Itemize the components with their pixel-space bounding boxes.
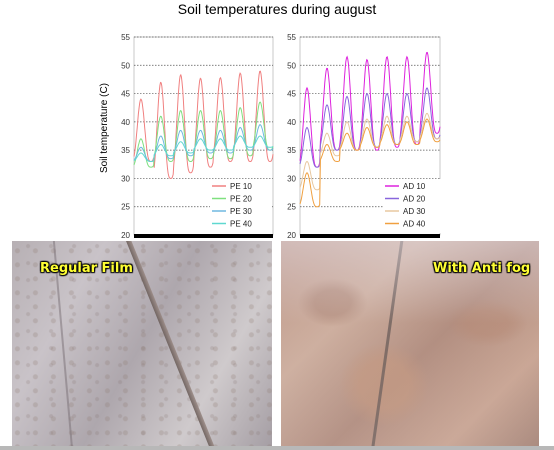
y-tick-label: 20: [287, 231, 296, 240]
legend-entry: PE 30: [230, 207, 252, 216]
y-tick-label: 50: [287, 61, 296, 70]
legend-entry: PE 40: [230, 220, 252, 229]
legend-entry: AD 30: [403, 207, 426, 216]
slide-title: Soil temperatures during august: [177, 1, 377, 17]
series-line-pe-40: [133, 135, 274, 162]
series-line-ad-40: [299, 118, 441, 208]
y-axis-label: Soil temperature (C): [99, 83, 110, 173]
series-line-ad-30: [299, 112, 441, 191]
legend-entry: AD 10: [403, 182, 426, 191]
y-tick-label: 55: [121, 33, 130, 42]
y-tick-label: 35: [121, 146, 130, 155]
bottom-bar: [0, 446, 554, 450]
y-tick-label: 20: [121, 231, 130, 240]
soil-temperature-charts: 20 25 30 35 40 45 50 55 Soil temperature (C) PE 1…: [99, 33, 441, 240]
y-tick-label: 50: [121, 61, 130, 70]
anti-fog-label: With Anti fog: [433, 261, 531, 276]
anti-fog-photo: [281, 241, 539, 446]
x-axis-bar: [134, 234, 273, 238]
y-tick-label: 45: [121, 90, 130, 99]
y-tick-label: 40: [287, 118, 296, 127]
legend-entry: PE 10: [230, 182, 252, 191]
y-tick-label: 40: [121, 118, 130, 127]
y-tick-label: 35: [287, 146, 296, 155]
y-tick-label: 55: [287, 33, 296, 42]
series-line-pe-30: [133, 124, 274, 162]
film-haze: [281, 241, 539, 446]
legend-entry: PE 20: [230, 195, 252, 204]
series-line-pe-20: [133, 101, 274, 168]
regular-film-label: Regular Film: [40, 261, 133, 276]
regular-film-photo: [12, 241, 272, 446]
x-axis-bar: [300, 234, 440, 238]
y-tick-label: 30: [287, 174, 296, 183]
y-tick-label: 25: [121, 203, 130, 212]
film-fold: [122, 241, 217, 446]
y-tick-label: 30: [121, 174, 130, 183]
y-tick-label: 45: [287, 90, 296, 99]
legend-entry: AD 20: [403, 195, 426, 204]
y-tick-label: 25: [287, 203, 296, 212]
legend-entry: AD 40: [403, 220, 426, 229]
series-line-pe-10: [133, 70, 274, 179]
